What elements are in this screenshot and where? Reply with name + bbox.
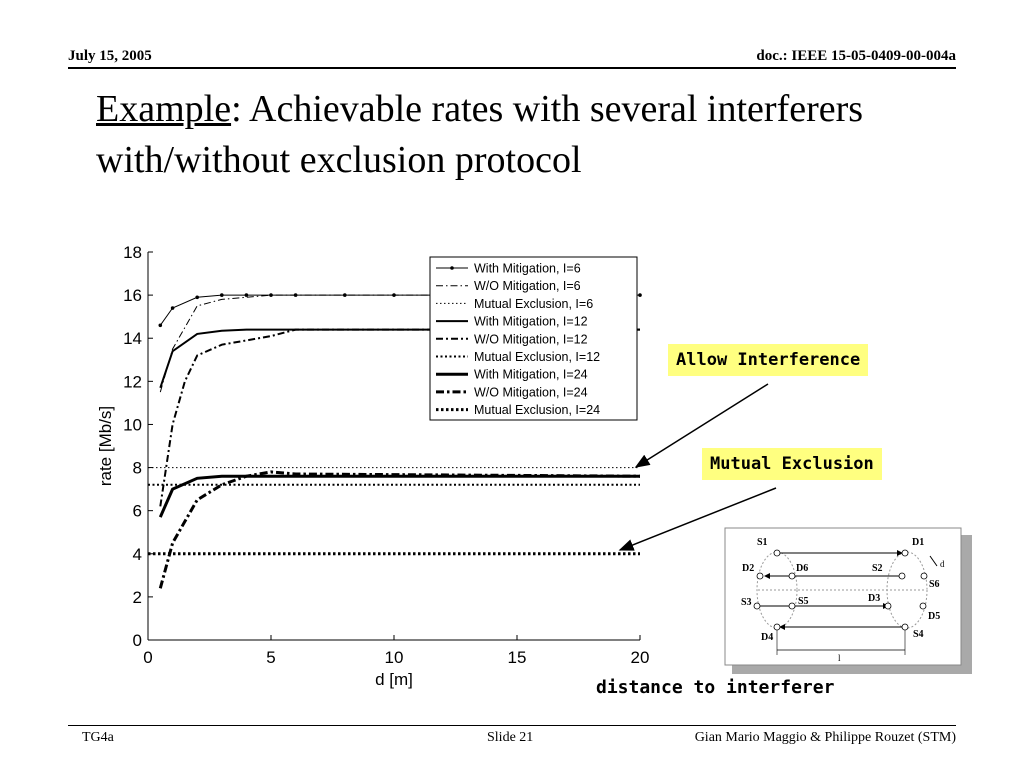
slide-title: Example: Achievable rates with several i… <box>96 84 956 186</box>
node-label: D4 <box>761 632 773 643</box>
series-line-2 <box>159 294 640 393</box>
series-point <box>170 306 175 310</box>
node-circle <box>901 549 909 557</box>
node-circle <box>901 623 909 631</box>
node-circle <box>919 602 927 610</box>
node-label: S3 <box>741 597 752 608</box>
series-line-4 <box>159 328 640 389</box>
y-tick-label: 10 <box>123 415 142 434</box>
node-label: S1 <box>757 537 768 548</box>
node-circle <box>898 572 906 580</box>
legend-entry: With Mitigation, I=6 <box>474 262 581 276</box>
mutual-exclusion-arrow <box>618 487 777 551</box>
y-tick-label: 2 <box>133 588 142 607</box>
chart-legend: With Mitigation, I=6 W/O Mitigation, I=6 M… <box>429 256 638 421</box>
node-label: D3 <box>868 593 880 604</box>
footer-divider <box>68 725 956 726</box>
y-tick-label: 12 <box>123 372 142 391</box>
node-circle <box>756 572 764 580</box>
node-label: D2 <box>742 563 754 574</box>
x-tick-label: 0 <box>143 648 152 667</box>
y-tick-label: 14 <box>123 329 142 348</box>
legend-entry: With Mitigation, I=24 <box>474 368 588 382</box>
header-date: July 15, 2005 <box>68 48 152 64</box>
distance-d-marker <box>929 555 938 567</box>
series-line-7 <box>158 474 640 518</box>
diagram-frame <box>724 527 962 666</box>
distance-d-label: d <box>940 559 945 569</box>
series-point <box>158 323 163 328</box>
header-doc-id: doc.: IEEE 15-05-0409-00-004a <box>756 48 956 64</box>
mutual-exclusion-callout: Mutual Exclusion <box>702 448 882 480</box>
y-tick-label: 18 <box>123 243 142 262</box>
footer-group: TG4a <box>82 730 114 745</box>
x-tick-label: 15 <box>508 648 527 667</box>
y-tick-label: 16 <box>123 286 142 305</box>
node-label: D5 <box>928 611 940 622</box>
distance-caption: distance to interferer <box>596 677 835 698</box>
legend-entry: With Mitigation, I=12 <box>474 315 588 329</box>
node-circle <box>788 572 796 580</box>
topology-diagram: S1 D1 D2 D6 S2 S6 S3 S5 D3 D5 D4 S4 d l <box>724 527 972 674</box>
series-point <box>220 293 224 297</box>
series-line-5 <box>159 328 640 507</box>
header-divider <box>68 67 956 69</box>
chart-series <box>148 293 642 589</box>
legend-entry: Mutual Exclusion, I=6 <box>474 297 593 311</box>
series-point <box>269 293 273 297</box>
y-tick-label: 4 <box>133 545 142 564</box>
footer-slide-number: Slide 21 <box>487 730 534 745</box>
legend-entry: W/O Mitigation, I=12 <box>474 332 588 346</box>
y-tick-label: 0 <box>133 631 142 650</box>
node-circle <box>920 572 928 580</box>
distance-l-label: l <box>838 653 841 663</box>
y-tick-label: 6 <box>133 502 142 521</box>
allow-interference-callout: Allow Interference <box>668 344 869 376</box>
legend-entry: Mutual Exclusion, I=24 <box>474 403 600 417</box>
node-circle <box>884 602 892 610</box>
callout-arrows <box>618 383 777 551</box>
series-point <box>244 293 249 297</box>
allow-interference-arrow <box>634 383 769 468</box>
series-point <box>195 295 199 300</box>
node-circle <box>773 549 781 557</box>
node-label: S5 <box>798 596 809 607</box>
chart-axes: 0 2 4 6 8 10 12 14 16 18 0 5 10 15 20 d [m] rate [Mb/s] <box>96 243 649 689</box>
x-tick-label: 5 <box>266 648 275 667</box>
x-tick-label: 10 <box>385 648 404 667</box>
node-circle <box>753 602 761 610</box>
y-axis-label: rate [Mb/s] <box>96 406 115 486</box>
node-label: S2 <box>872 563 883 574</box>
node-label: D1 <box>912 537 924 548</box>
node-label: S6 <box>929 579 940 590</box>
footer-authors: Gian Mario Maggio & Philippe Rouzet (STM… <box>694 730 956 745</box>
node-circle <box>788 602 796 610</box>
title-text: : Achievable rates with several interfer… <box>96 88 864 181</box>
legend-entry: Mutual Exclusion, I=12 <box>474 350 600 364</box>
left-cluster-outline <box>756 551 798 629</box>
x-axis-label: d [m] <box>375 670 413 689</box>
x-tick-label: 20 <box>631 648 650 667</box>
node-circle <box>773 623 781 631</box>
legend-entry: W/O Mitigation, I=24 <box>474 385 588 399</box>
node-label: D6 <box>796 563 808 574</box>
node-label: S4 <box>913 629 924 640</box>
series-line-8 <box>158 470 641 589</box>
legend-entry: W/O Mitigation, I=6 <box>474 279 581 293</box>
title-keyword: Example <box>96 88 232 130</box>
y-tick-label: 8 <box>133 459 142 478</box>
legend-swatch-marker <box>450 266 454 270</box>
